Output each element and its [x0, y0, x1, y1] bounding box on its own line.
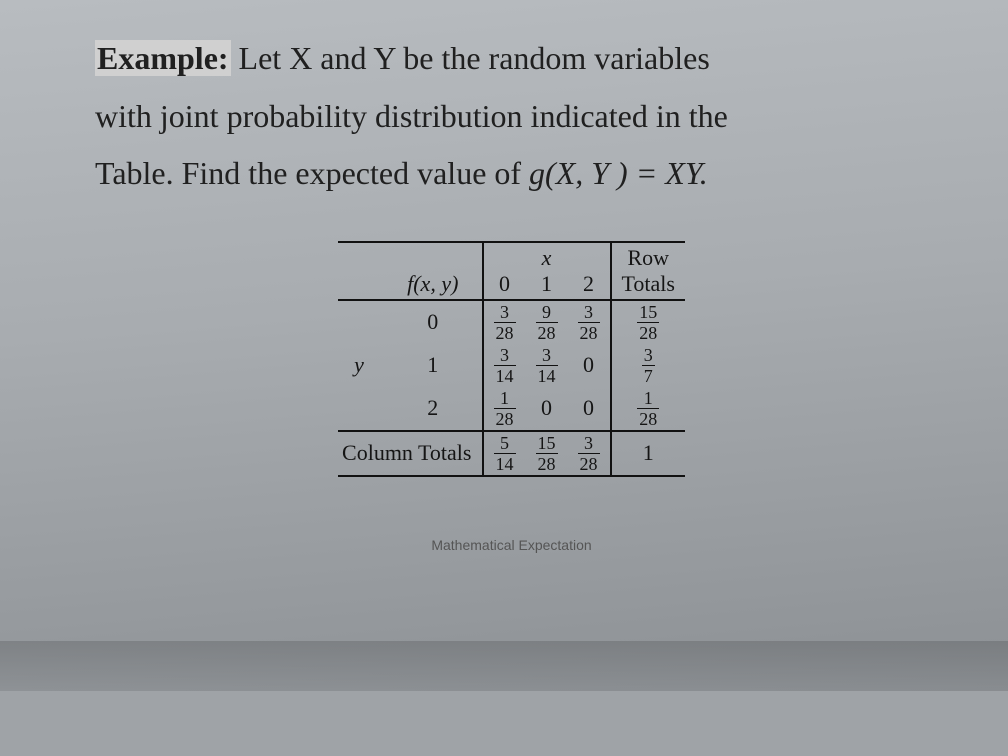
page-edge [0, 691, 1008, 756]
row-totals-bot: Totals [611, 271, 685, 300]
cell: 314 [526, 344, 568, 387]
col-1: 1 [526, 271, 568, 300]
cell: 37 [611, 344, 685, 387]
line2: with joint probability distribution indi… [95, 88, 928, 146]
example-label: Example: [95, 40, 231, 76]
y-axis-label: y [338, 344, 384, 387]
cell: 0 [568, 344, 611, 387]
y2-label: 2 [384, 387, 482, 431]
row-totals-top: Row [611, 242, 685, 271]
column-totals-label: Column Totals [338, 431, 482, 476]
col-0: 0 [483, 271, 526, 300]
cell: 1528 [526, 431, 568, 476]
footer-caption: Mathematical Expectation [95, 537, 928, 553]
table-row: 2 128 0 0 128 [338, 387, 685, 431]
table-row: 0 328 928 328 1528 [338, 300, 685, 344]
table-row: y 1 314 314 0 37 [338, 344, 685, 387]
fxy-header: f(x, y) [384, 271, 482, 300]
cell: 328 [483, 300, 526, 344]
column-totals-row: Column Totals 514 1528 328 1 [338, 431, 685, 476]
problem-text: Example: Let X and Y be the random varia… [95, 30, 928, 203]
cell: 1 [611, 431, 685, 476]
cell: 0 [526, 387, 568, 431]
line1: Let X and Y be the random variables [231, 40, 710, 76]
cell: 928 [526, 300, 568, 344]
cell: 128 [611, 387, 685, 431]
cell: 328 [568, 431, 611, 476]
line3-fn: g(X, Y ) = XY. [529, 155, 708, 191]
col-2: 2 [568, 271, 611, 300]
cell: 314 [483, 344, 526, 387]
cell: 514 [483, 431, 526, 476]
cell: 128 [483, 387, 526, 431]
line3a: Table. Find the expected value of [95, 155, 529, 191]
joint-distribution-table: x Row f(x, y) 0 1 2 Totals 0 328 928 328… [338, 241, 685, 477]
cell: 1528 [611, 300, 685, 344]
cell: 0 [568, 387, 611, 431]
cell: 328 [568, 300, 611, 344]
y1-label: 1 [384, 344, 482, 387]
x-header: x [483, 242, 611, 271]
y0-label: 0 [384, 300, 482, 344]
